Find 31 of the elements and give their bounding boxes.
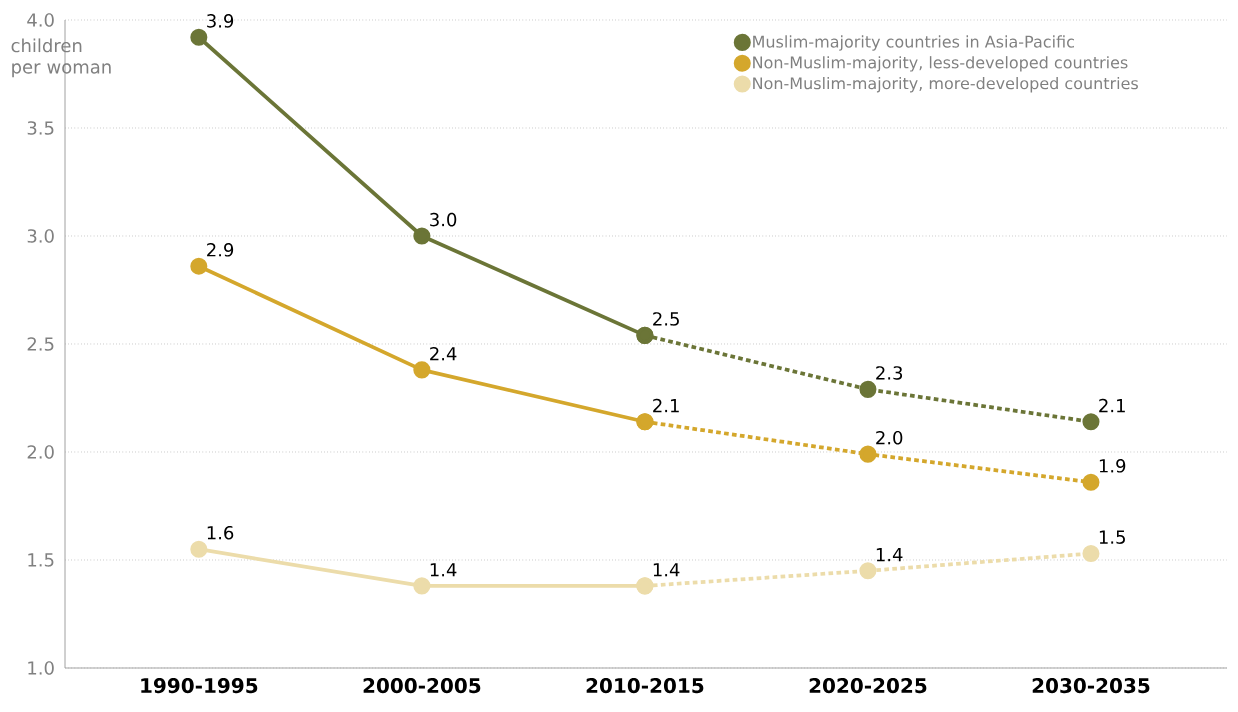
data-label: 2.4 xyxy=(430,346,457,361)
x-tick-label: 1990-1995 xyxy=(141,678,258,694)
data-label: 3.9 xyxy=(207,14,234,28)
data-label: 1.4 xyxy=(653,563,680,577)
y-tick-label: 1.0 xyxy=(28,661,54,675)
y-axis-title: children per woman xyxy=(11,38,111,78)
y-tick-label: 3.0 xyxy=(27,229,54,243)
legend-label: Non-Muslim-majority, more-developed countries xyxy=(753,76,1138,93)
data-label: 3.0 xyxy=(430,212,457,227)
y-tick-label: 2.0 xyxy=(27,445,54,459)
x-tick-label: 2010-2015 xyxy=(586,678,704,694)
y-tick-label: 4.0 xyxy=(27,13,54,27)
x-tick-label: 2030-2035 xyxy=(1032,678,1150,694)
data-label: 1.4 xyxy=(430,563,457,577)
y-tick-label: 3.5 xyxy=(27,121,54,135)
data-label: 1.6 xyxy=(207,525,234,540)
data-label: 1.5 xyxy=(1099,530,1125,544)
data-label: 2.5 xyxy=(653,312,679,326)
x-tick-label: 2020-2025 xyxy=(809,678,927,694)
data-label: 2.1 xyxy=(653,398,679,413)
y-tick-label: 1.5 xyxy=(28,553,54,567)
data-label: 1.4 xyxy=(876,548,903,562)
legend-label: Non-Muslim-majority, less-developed countries xyxy=(753,56,1128,72)
x-tick-label: 2000-2005 xyxy=(363,678,481,694)
data-label: 2.3 xyxy=(876,366,903,380)
legend-label: Muslim-majority countries in Asia-Pacific xyxy=(753,35,1074,51)
data-label: 2.1 xyxy=(1099,398,1125,413)
y-tick-label: 2.5 xyxy=(27,337,54,351)
data-label: 1.9 xyxy=(1099,459,1126,473)
data-label: 2.0 xyxy=(876,430,903,445)
data-label: 2.9 xyxy=(207,243,234,257)
